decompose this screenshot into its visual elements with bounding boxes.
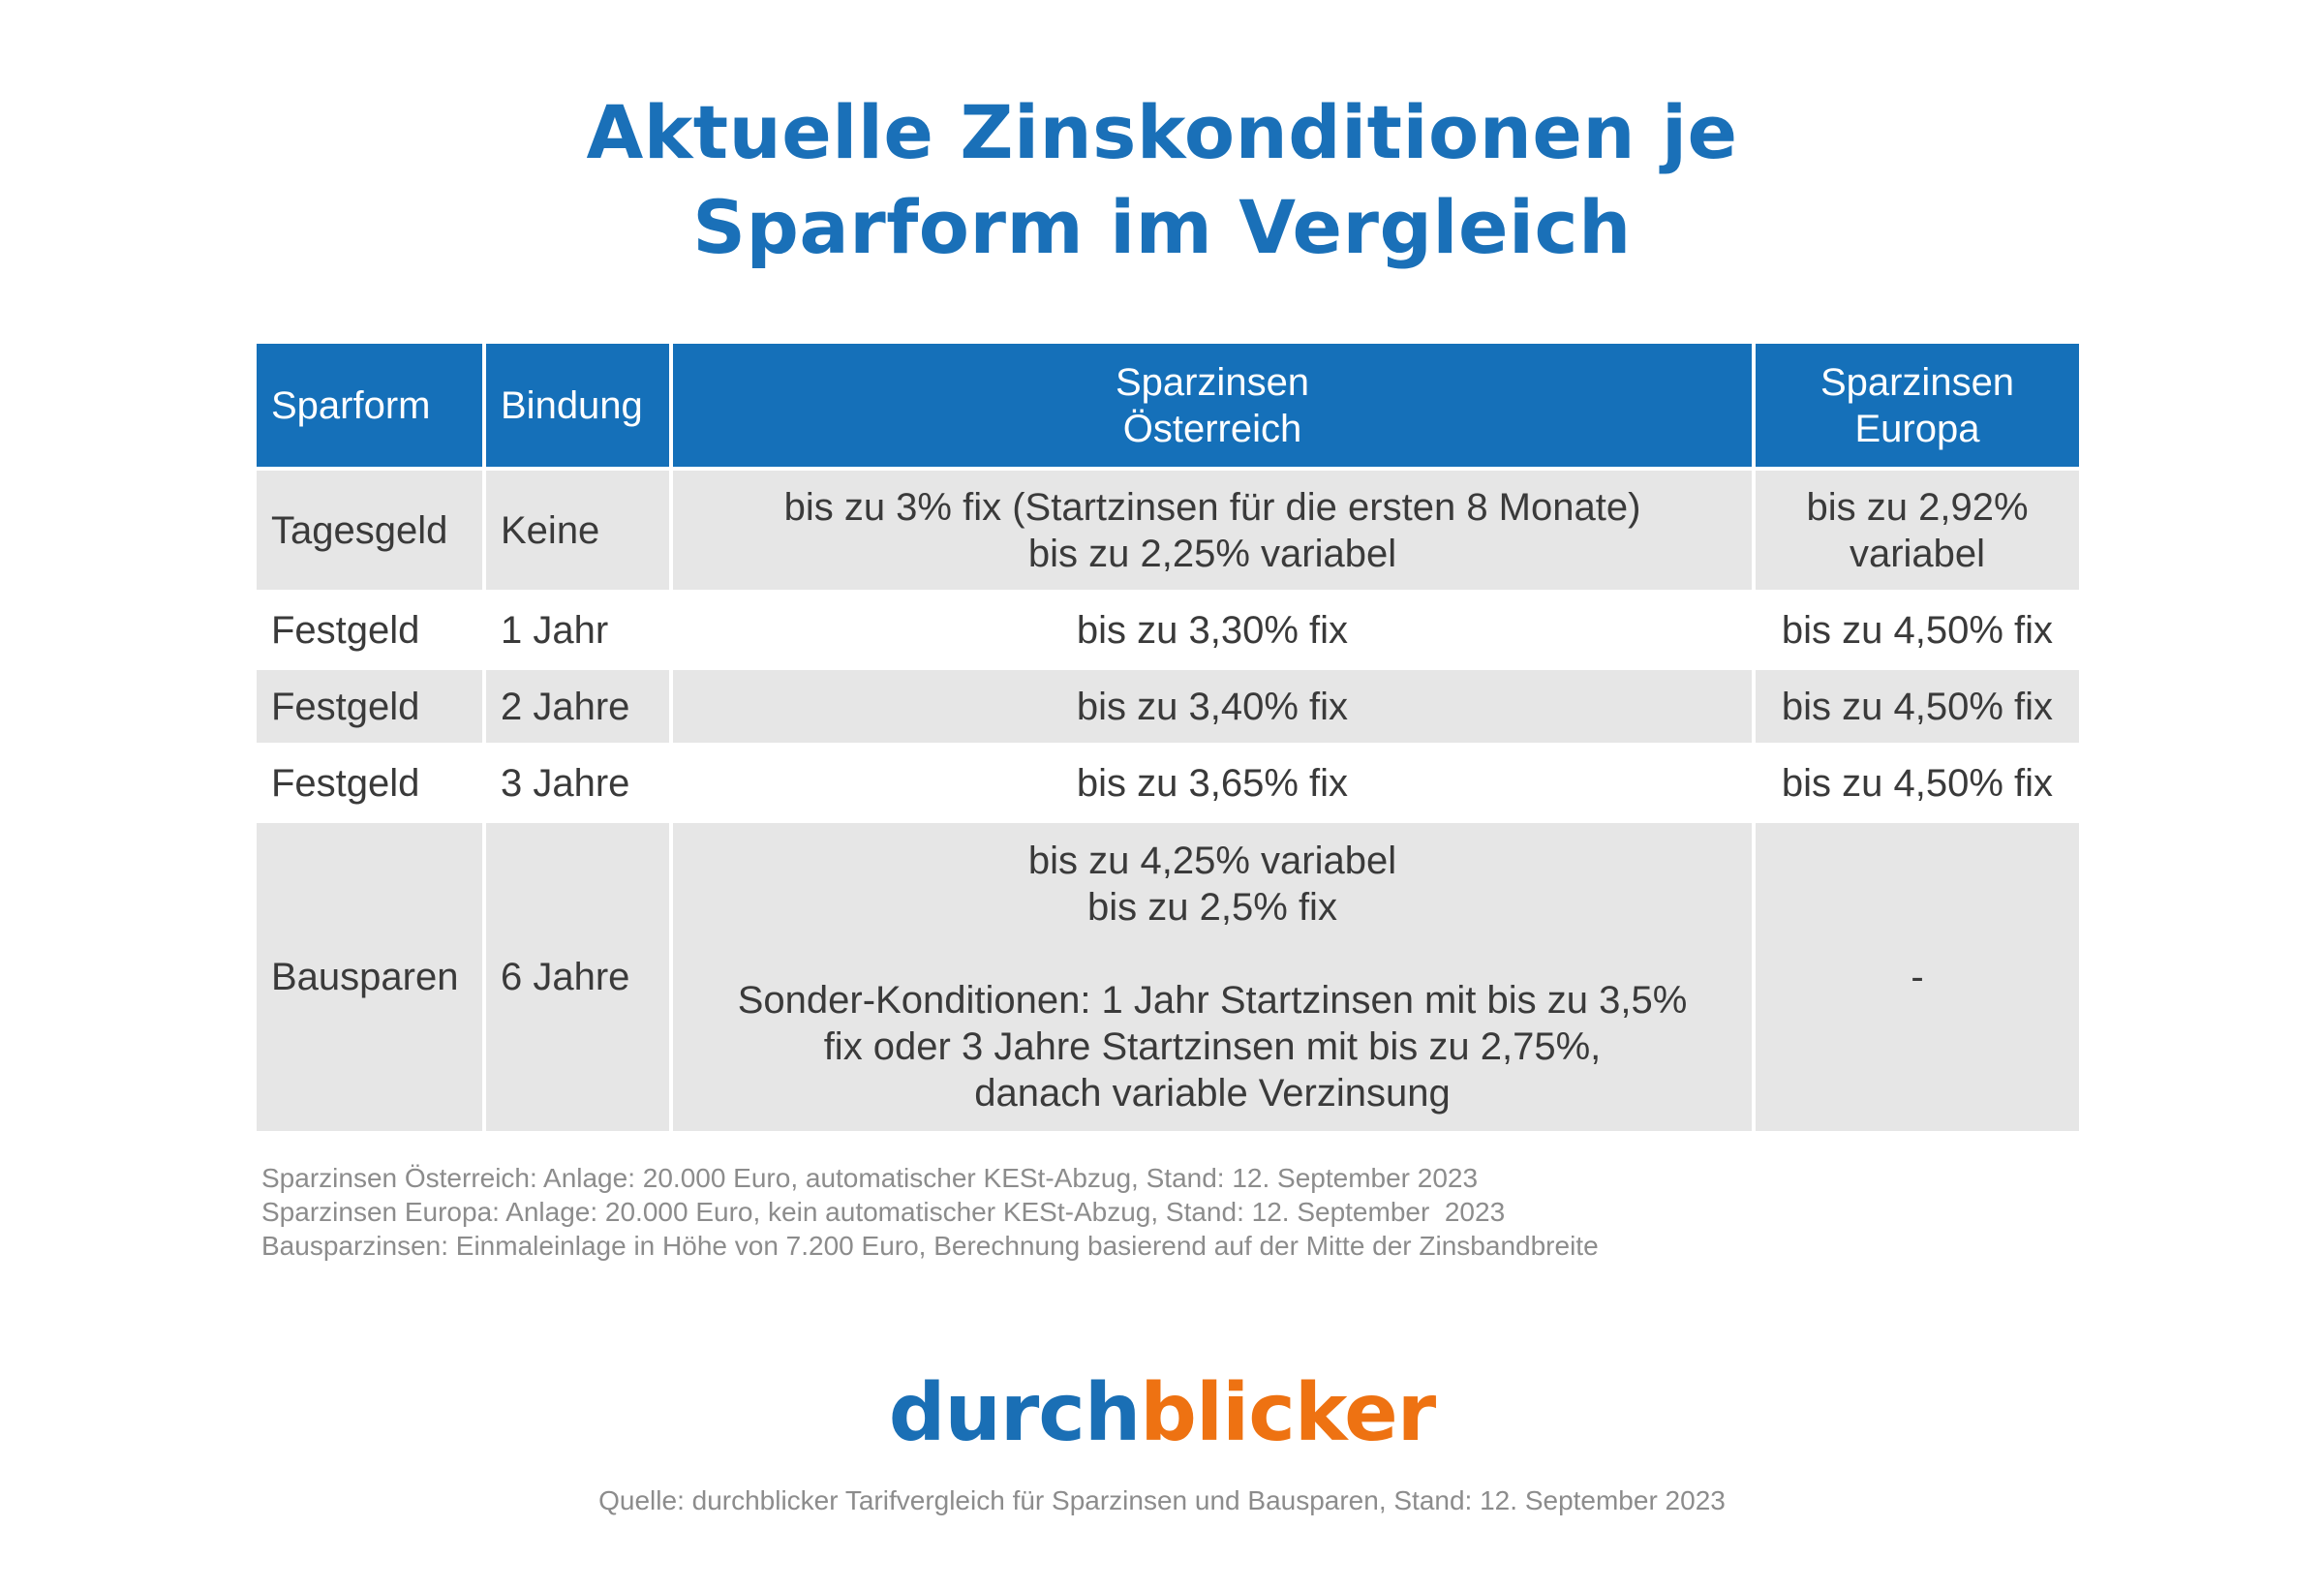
cell-europa-line-2: variabel [1849, 532, 1986, 575]
cell-sparform: Festgeld [257, 668, 486, 747]
cell-europa: - [1754, 821, 2079, 1135]
table-row-festgeld-2: Festgeld 2 Jahre bis zu 3,40% fix bis zu… [257, 668, 2079, 747]
cell-sparform: Tagesgeld [257, 469, 486, 594]
footnote: Sparzinsen Österreich: Anlage: 20.000 Eu… [261, 1163, 1479, 1193]
logo-part-blicker: blicker [1140, 1367, 1436, 1459]
cell-bindung: 1 Jahr [484, 592, 673, 670]
cell-sparform: Festgeld [257, 745, 486, 823]
header-bindung-label: Bindung [501, 383, 643, 427]
cell-europa: bis zu 2,92% variabel [1754, 469, 2079, 594]
footnotes: Sparzinsen Österreich: Anlage: 20.000 Eu… [261, 1161, 2101, 1263]
cell-bindung: 6 Jahre [484, 821, 673, 1135]
cell-oesterreich: bis zu 3,40% fix [671, 668, 1756, 747]
header-sparform-label: Sparform [271, 383, 431, 427]
cell-oesterreich-extra-line-2: fix oder 3 Jahre Startzinsen mit bis zu … [823, 1025, 1602, 1068]
page-title: Aktuelle Zinskonditionen je Sparform im … [0, 85, 2324, 275]
table-header-row: Sparform Bindung Sparzinsen Österreich S… [257, 344, 2079, 471]
cell-europa: bis zu 4,50% fix [1754, 745, 2079, 823]
rates-table: Sparform Bindung Sparzinsen Österreich S… [257, 344, 2079, 1135]
cell-bindung: Keine [484, 469, 673, 594]
durchblicker-logo: durchblicker [0, 1370, 2324, 1457]
table-row-festgeld-3: Festgeld 3 Jahre bis zu 3,65% fix bis zu… [257, 745, 2079, 823]
cell-sparform: Bausparen [257, 821, 486, 1135]
cell-sparform: Festgeld [257, 592, 486, 670]
title-line-2: Sparform im Vergleich [692, 184, 1632, 270]
cell-oesterreich-line-1: bis zu 3% fix (Startzinsen für die erste… [783, 485, 1641, 529]
cell-oesterreich-extra-line-3: danach variable Verzinsung [974, 1072, 1451, 1115]
cell-europa: bis zu 4,50% fix [1754, 592, 2079, 670]
table-row-tagesgeld: Tagesgeld Keine bis zu 3% fix (Startzins… [257, 469, 2079, 594]
logo-part-durch: durch [888, 1367, 1141, 1459]
header-sparform: Sparform [257, 344, 486, 471]
cell-bindung: 2 Jahre [484, 668, 673, 747]
cell-europa: bis zu 4,50% fix [1754, 668, 2079, 747]
cell-oesterreich-line-2: bis zu 2,25% variabel [1027, 532, 1397, 575]
header-sparzinsen-oesterreich: Sparzinsen Österreich [671, 344, 1756, 471]
header-bindung: Bindung [484, 344, 673, 471]
footnote: Sparzinsen Europa: Anlage: 20.000 Euro, … [261, 1197, 1506, 1227]
cell-oesterreich: bis zu 3,30% fix [671, 592, 1756, 670]
header-europa-line-1: Sparzinsen [1819, 360, 2015, 404]
cell-oesterreich: bis zu 3,65% fix [671, 745, 1756, 823]
header-europa-line-2: Europa [1854, 407, 1980, 450]
footnote: Bausparzinsen: Einmaleinlage in Höhe von… [261, 1231, 1599, 1261]
header-sparzinsen-europa: Sparzinsen Europa [1754, 344, 2079, 471]
table-row-bausparen: Bausparen 6 Jahre bis zu 4,25% variabel … [257, 821, 2079, 1135]
header-oesterreich-line-1: Sparzinsen [1115, 360, 1310, 404]
cell-oesterreich-extra-line-1: Sonder-Konditionen: 1 Jahr Startzinsen m… [737, 979, 1688, 1022]
cell-bindung: 3 Jahre [484, 745, 673, 823]
header-oesterreich-line-2: Österreich [1122, 407, 1302, 450]
cell-oesterreich: bis zu 3% fix (Startzinsen für die erste… [671, 469, 1756, 594]
cell-oesterreich-line-1: bis zu 4,25% variabel [1027, 840, 1397, 882]
cell-spacer [688, 931, 1737, 977]
cell-oesterreich-line-2: bis zu 2,5% fix [1087, 886, 1337, 929]
source-note: Quelle: durchblicker Tarifvergleich für … [598, 1485, 1726, 1515]
table-row-festgeld-1: Festgeld 1 Jahr bis zu 3,30% fix bis zu … [257, 592, 2079, 670]
cell-europa-line-1: bis zu 2,92% [1806, 485, 2029, 529]
title-line-1: Aktuelle Zinskonditionen je [586, 89, 1738, 175]
cell-oesterreich: bis zu 4,25% variabel bis zu 2,5% fix So… [671, 821, 1756, 1135]
